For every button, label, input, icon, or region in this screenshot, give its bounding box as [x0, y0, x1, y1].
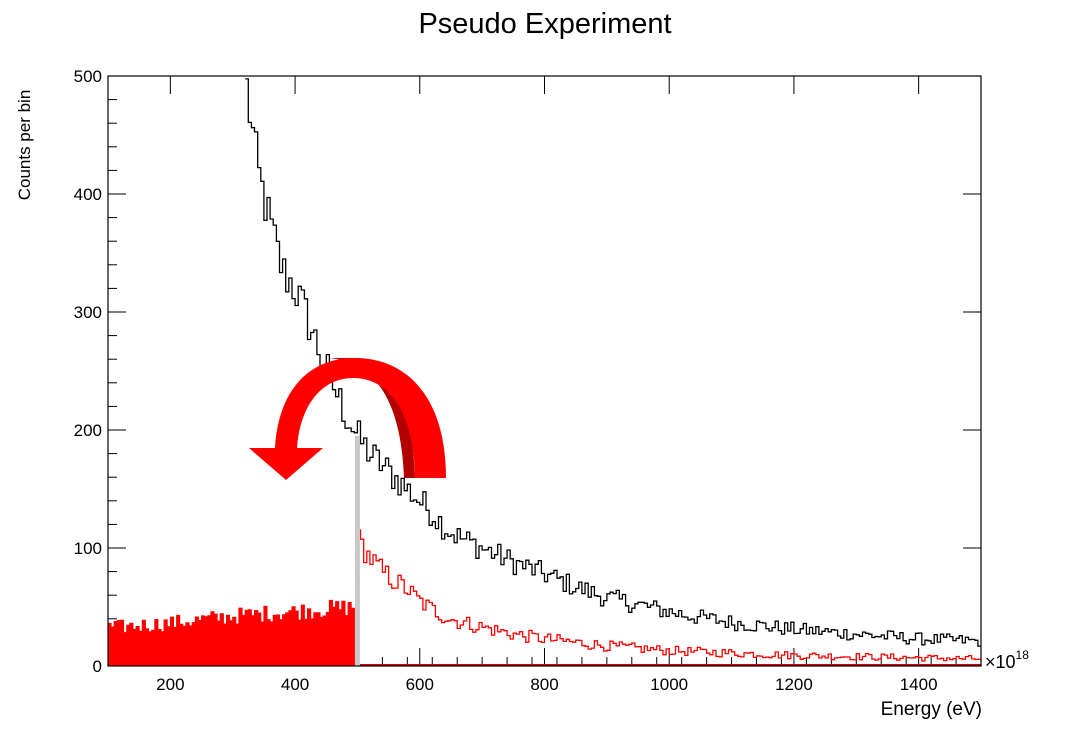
series-red-histogram [357, 529, 981, 662]
x-tick-label: 1400 [900, 675, 938, 694]
x-tick-label: 400 [281, 675, 309, 694]
y-tick-label: 300 [74, 303, 102, 322]
x-tick-label: 200 [156, 675, 184, 694]
y-tick-label: 500 [74, 67, 102, 86]
axis-ticks: 0 100 200 300 400 500 200 400 600 800 1000 1200 1400 [74, 67, 982, 694]
arrow-head [249, 448, 323, 480]
reflection-arrow [249, 358, 446, 480]
arrow-body [275, 358, 446, 478]
plot-frame [107, 75, 982, 667]
histogram-series [107, 78, 981, 667]
x-multiplier-exponent: 18 [1016, 648, 1030, 662]
y-tick-label: 0 [93, 657, 102, 676]
x-multiplier-label: ×1018 [985, 648, 1029, 672]
x-tick-label: 600 [406, 675, 434, 694]
x-tick-label: 800 [530, 675, 558, 694]
y-tick-label: 100 [74, 539, 102, 558]
series-filled-histogram [107, 599, 358, 667]
y-tick-label: 400 [74, 185, 102, 204]
y-axis-label: Counts per bin [15, 90, 34, 201]
x-tick-label: 1000 [650, 675, 688, 694]
y-tick-label: 200 [74, 421, 102, 440]
x-axis-label: Energy (eV) [881, 699, 982, 720]
series-black-histogram [245, 78, 981, 647]
x-tick-label: 1200 [775, 675, 813, 694]
chart-title: Pseudo Experiment [418, 8, 671, 40]
x-multiplier-base: ×10 [985, 652, 1016, 672]
